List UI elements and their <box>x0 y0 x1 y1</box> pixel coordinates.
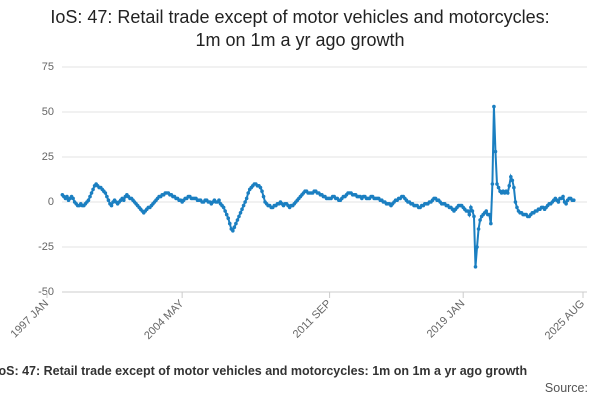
data-point <box>243 200 247 204</box>
data-point <box>472 214 476 219</box>
data-point <box>65 194 69 199</box>
y-tick-label: 25 <box>42 151 54 163</box>
footer-title: IoS: 47: Retail trade except of motor ve… <box>0 364 528 378</box>
data-point <box>217 198 221 202</box>
data-point <box>224 212 229 217</box>
data-point <box>510 178 515 183</box>
data-point <box>507 184 512 188</box>
data-point <box>478 218 482 222</box>
data-point <box>490 182 495 186</box>
x-tick-label: 2019 JAN <box>425 298 468 341</box>
data-point <box>489 221 493 226</box>
data-point <box>227 221 232 226</box>
data-point <box>106 198 111 202</box>
y-tick-label: 75 <box>42 61 54 73</box>
data-point <box>475 245 479 249</box>
data-point <box>103 191 108 195</box>
data-point <box>109 203 114 208</box>
data-point <box>467 212 472 217</box>
y-tick-label: 0 <box>48 196 54 208</box>
data-point <box>223 209 227 213</box>
data-point <box>469 205 473 210</box>
data-point <box>105 194 109 199</box>
data-point <box>505 191 510 195</box>
data-point <box>466 209 470 213</box>
data-point <box>556 200 561 204</box>
data-point <box>232 225 237 229</box>
data-point <box>246 191 250 195</box>
data-point <box>495 182 499 186</box>
x-tick-label: 2025 AUG <box>543 298 587 342</box>
data-point <box>261 194 266 199</box>
data-point <box>240 207 244 211</box>
data-point <box>241 203 246 208</box>
data-point <box>244 196 249 201</box>
data-point <box>89 191 94 195</box>
x-tick-label: 2004 MAY <box>142 297 187 342</box>
data-point <box>258 185 263 190</box>
chart-title: IoS: 47: Retail trade except of motor ve… <box>50 7 550 50</box>
data-point <box>221 205 226 210</box>
data-point <box>512 185 516 190</box>
data-point <box>121 198 126 202</box>
data-point <box>91 187 95 192</box>
data-point <box>234 221 238 226</box>
data-point <box>496 185 501 190</box>
data-point <box>571 198 576 202</box>
data-point <box>492 104 496 109</box>
data-point <box>513 200 518 204</box>
y-tick-label: -25 <box>38 241 54 253</box>
data-point <box>260 189 264 193</box>
data-point <box>238 211 243 215</box>
x-tick-label: 2011 SEP <box>291 298 334 341</box>
data-point <box>231 229 235 233</box>
data-point <box>86 198 91 202</box>
x-tick-label: 1997 JAN <box>9 298 52 341</box>
y-tick-label: -50 <box>38 286 54 298</box>
data-point <box>88 194 92 199</box>
y-tick-label: 50 <box>42 106 54 118</box>
data-point <box>470 209 475 213</box>
data-point <box>561 194 565 199</box>
data-point <box>226 216 231 220</box>
data-point <box>484 209 489 213</box>
data-point <box>487 212 492 217</box>
data-point <box>564 202 568 206</box>
data-point <box>235 218 240 222</box>
data-point <box>71 196 75 201</box>
data-point <box>473 265 478 269</box>
data-point <box>515 205 519 210</box>
data-point <box>237 214 241 219</box>
data-point <box>493 149 498 154</box>
data-point <box>509 175 513 179</box>
data-point <box>476 227 481 231</box>
source-label: Source: <box>544 381 588 395</box>
